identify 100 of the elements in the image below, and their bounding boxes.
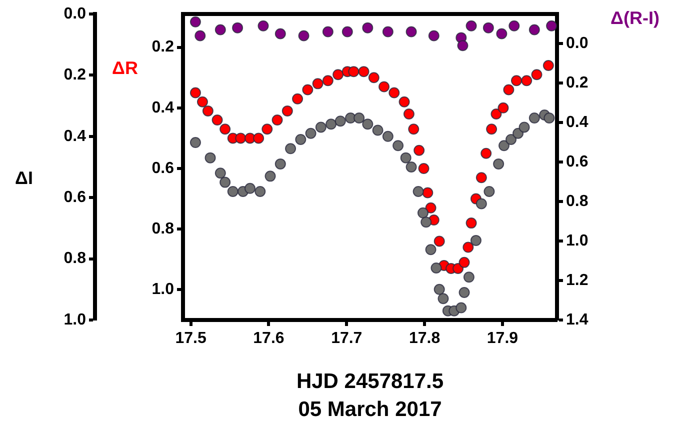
point (378, 81, 390, 92)
point (414, 144, 425, 156)
point (312, 78, 324, 90)
y3-axis-title: ΔR (112, 58, 138, 78)
point (220, 176, 231, 188)
x-tick-label: 17.9 (486, 330, 518, 348)
point (196, 96, 208, 108)
point (542, 60, 554, 72)
point (425, 244, 436, 256)
point (493, 158, 504, 170)
point (358, 66, 370, 78)
point (484, 186, 495, 197)
point (425, 202, 436, 214)
point (253, 132, 264, 144)
point (214, 168, 226, 179)
point (406, 162, 417, 172)
point (272, 114, 283, 126)
point (521, 75, 532, 86)
point (418, 163, 430, 174)
point (434, 284, 445, 295)
y2-tick-label: 1.0 (566, 232, 588, 250)
x-tick-label: 17.8 (408, 330, 440, 348)
point (264, 170, 276, 182)
point (322, 75, 334, 86)
point (202, 105, 214, 116)
point (463, 272, 474, 283)
point (302, 84, 314, 96)
y2-tick-label: 0.8 (566, 192, 588, 210)
y2-axis-title: Δ(R-I) (610, 8, 660, 28)
y2-tick-label: 0.2 (566, 74, 588, 92)
point (498, 140, 510, 152)
point (262, 124, 273, 135)
point (190, 87, 201, 98)
point (292, 93, 304, 104)
text: 05 March 2017 (298, 398, 442, 421)
point (274, 158, 286, 170)
point (295, 134, 306, 145)
point (498, 102, 509, 114)
y-tick-label: 0.2 (64, 66, 86, 84)
point (398, 96, 410, 108)
y2-tick-label: 0.0 (566, 35, 588, 52)
point (422, 187, 434, 198)
point (282, 105, 293, 116)
x-tick-label: 17.5 (175, 330, 206, 348)
x-tick-label: 17.7 (331, 330, 362, 348)
point (544, 112, 555, 124)
point (456, 302, 467, 314)
point (480, 148, 492, 159)
point (372, 124, 384, 136)
point (420, 216, 432, 228)
y2-tick-label: 1.2 (566, 272, 588, 289)
point (362, 118, 374, 130)
point (190, 137, 201, 148)
point (452, 262, 464, 274)
y-tick-label: 0.6 (64, 189, 86, 206)
point (438, 293, 449, 304)
point (212, 114, 223, 126)
point (332, 69, 344, 80)
point (354, 112, 365, 124)
y-tick-label: 0.8 (64, 250, 86, 268)
point (531, 69, 542, 80)
point (476, 172, 487, 184)
point (392, 140, 404, 152)
y2-tick-label: 1.4 (566, 311, 588, 328)
point (503, 84, 514, 96)
y3-tick-label: 0.4 (152, 99, 174, 116)
point (466, 218, 477, 229)
point (220, 124, 231, 135)
point (326, 118, 337, 130)
point (510, 75, 522, 86)
point (408, 124, 420, 135)
point (382, 130, 394, 142)
point (512, 128, 524, 139)
point (400, 152, 412, 164)
y-tick-label: 1.0 (64, 311, 86, 328)
point (486, 124, 498, 135)
point (254, 186, 266, 197)
y-axis-title: ΔI (15, 168, 33, 188)
point (227, 186, 238, 197)
y2-tick-label: 0.4 (566, 114, 588, 131)
point (388, 87, 400, 98)
point (430, 262, 442, 274)
point (368, 72, 380, 84)
y2-tick-label: 0.6 (566, 153, 588, 170)
y3-tick-label: 0.8 (152, 220, 174, 238)
point (315, 122, 326, 133)
point (528, 112, 540, 124)
point (285, 143, 296, 154)
point (417, 207, 428, 218)
point (412, 186, 424, 197)
x-axis-title: HJD 2457817.5 (296, 370, 444, 393)
point (348, 66, 360, 78)
point (204, 152, 216, 164)
point (305, 128, 316, 139)
point (518, 122, 530, 133)
point (458, 256, 470, 268)
y-tick-label: 0.0 (64, 5, 86, 22)
point (506, 134, 517, 145)
point (458, 286, 470, 298)
point (235, 132, 246, 144)
